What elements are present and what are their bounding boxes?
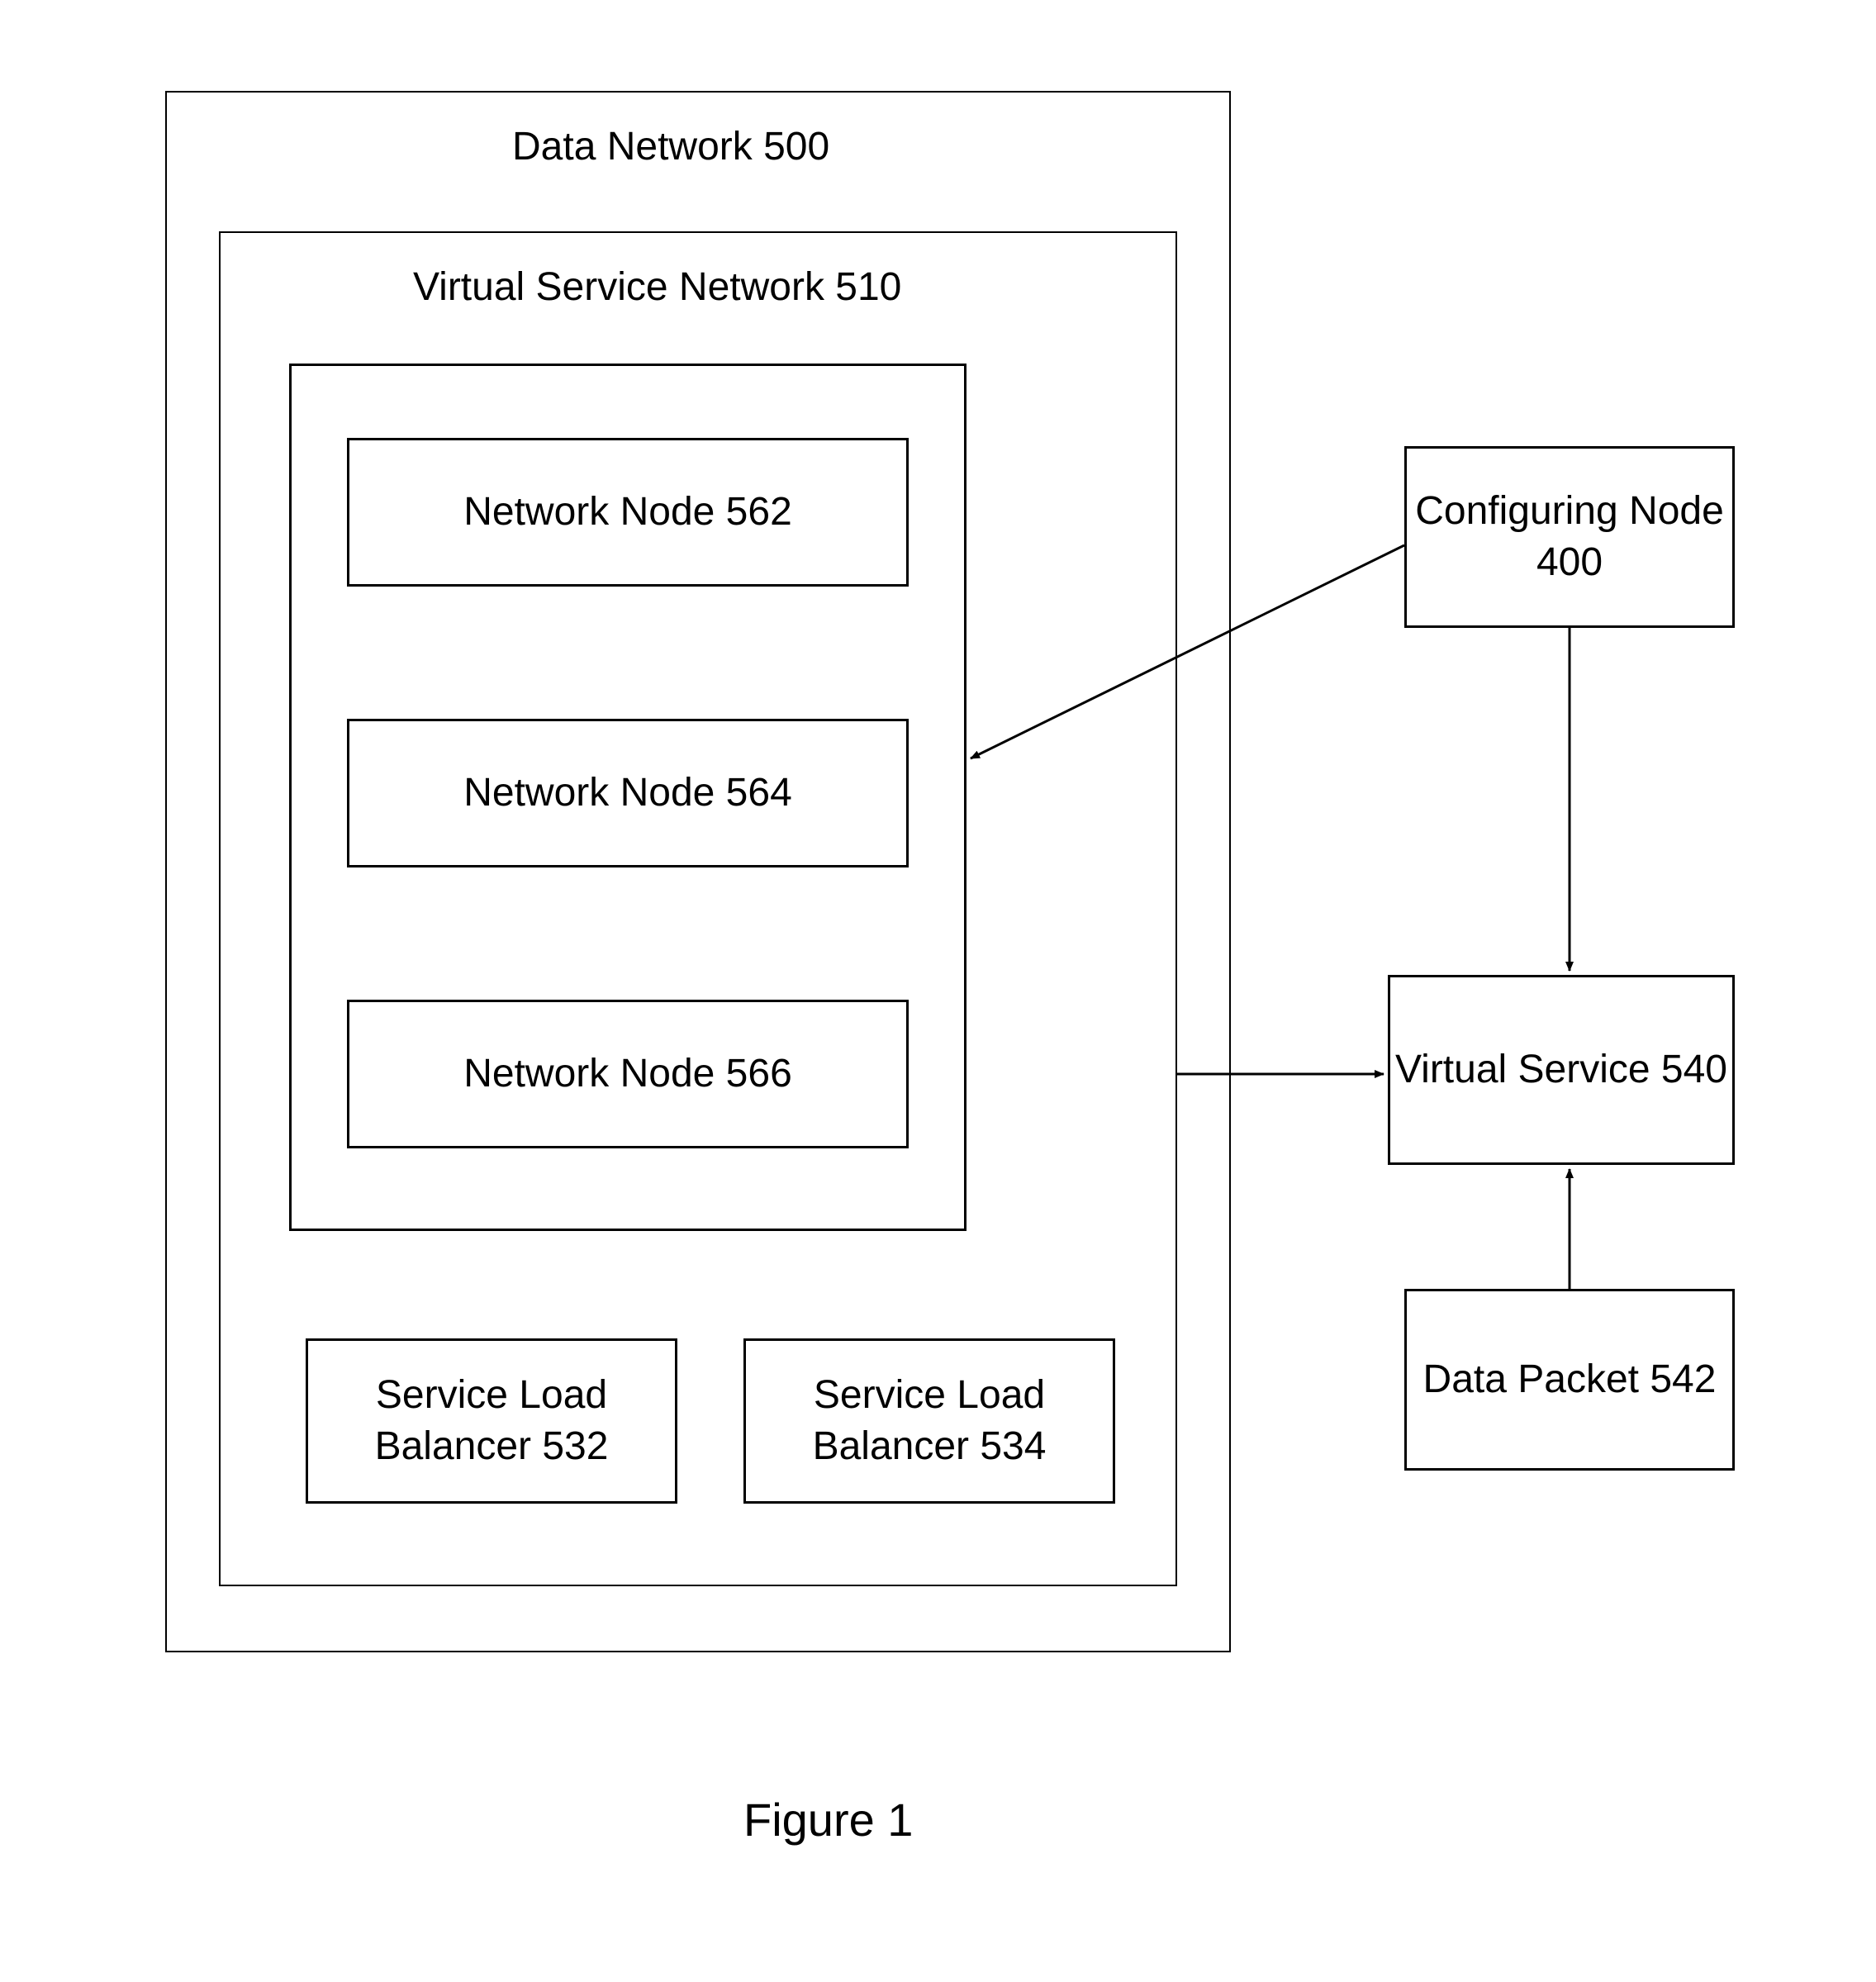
figure-caption: Figure 1 — [743, 1793, 913, 1847]
slb-534-label: Service Load Balancer 534 — [746, 1370, 1113, 1473]
virtual-service-network-title: Virtual Service Network 510 — [413, 264, 901, 310]
data-network-title: Data Network 500 — [512, 124, 829, 169]
service-load-balancer-534: Service Load Balancer 534 — [743, 1338, 1115, 1504]
service-load-balancer-532: Service Load Balancer 532 — [306, 1338, 677, 1504]
network-node-564: Network Node 564 — [347, 719, 909, 867]
virtual-service-label: Virtual Service 540 — [1395, 1044, 1727, 1096]
virtual-service: Virtual Service 540 — [1388, 975, 1735, 1165]
network-node-562-label: Network Node 562 — [463, 487, 792, 538]
network-node-566-label: Network Node 566 — [463, 1048, 792, 1100]
configuring-node: Configuring Node 400 — [1404, 446, 1735, 628]
network-node-562: Network Node 562 — [347, 438, 909, 587]
data-packet-label: Data Packet 542 — [1423, 1354, 1717, 1405]
configuring-node-label: Configuring Node 400 — [1407, 486, 1732, 589]
network-node-566: Network Node 566 — [347, 1000, 909, 1148]
slb-532-label: Service Load Balancer 532 — [308, 1370, 675, 1473]
network-node-564-label: Network Node 564 — [463, 768, 792, 819]
data-packet: Data Packet 542 — [1404, 1289, 1735, 1471]
